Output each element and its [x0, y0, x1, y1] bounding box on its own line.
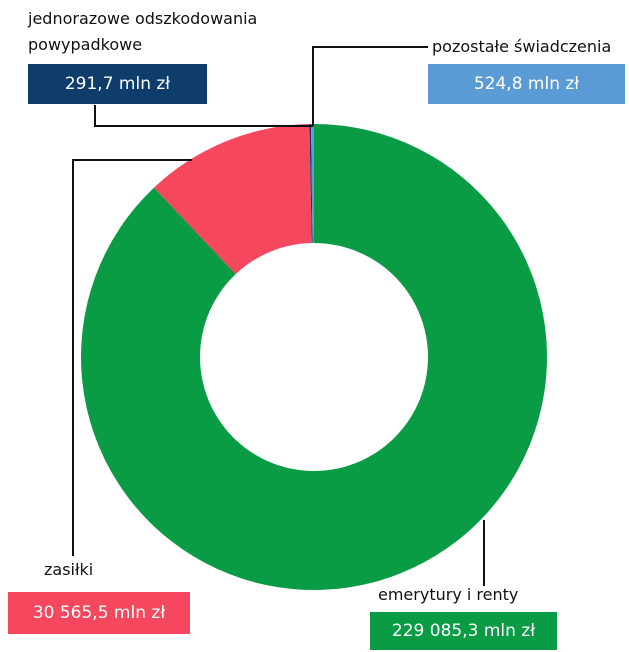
- value-label: 30 565,5 mln zł: [8, 592, 190, 634]
- category-label: emerytury i renty: [378, 585, 519, 604]
- leader-line: [94, 105, 313, 127]
- value-label: 524,8 mln zł: [428, 64, 625, 104]
- value-label: 291,7 mln zł: [28, 64, 207, 104]
- donut-slice: [309, 124, 313, 244]
- donut-slice: [80, 124, 547, 591]
- value-label: 229 085,3 mln zł: [370, 612, 557, 650]
- category-label: pozostałe świadczenia: [432, 37, 612, 56]
- donut-slice: [153, 124, 312, 275]
- leader-line: [72, 159, 192, 556]
- category-label: zasiłki: [44, 560, 94, 579]
- leader-line: [312, 46, 428, 126]
- donut-slice: [311, 124, 314, 244]
- category-label: jednorazowe odszkodowania powypadkowe: [28, 9, 258, 54]
